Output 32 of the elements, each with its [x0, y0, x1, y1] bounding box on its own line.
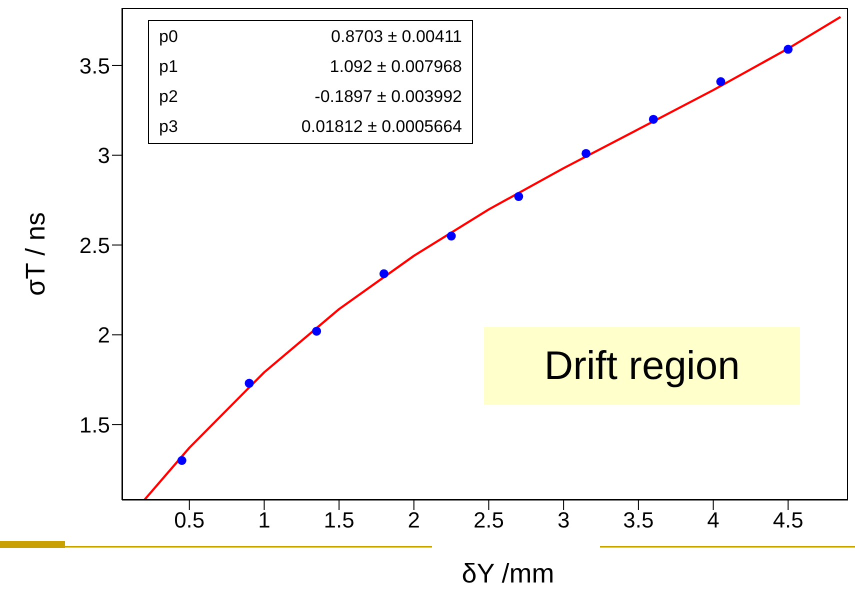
point: [784, 44, 793, 54]
point: [446, 232, 456, 241]
annotation: Drift region: [484, 327, 800, 405]
y-tick-label: 2.5: [79, 232, 110, 258]
point: [312, 326, 322, 336]
y-tick-label: 3.5: [79, 53, 110, 78]
point: [514, 192, 524, 202]
point: [716, 77, 726, 86]
point: [648, 114, 658, 124]
point: [177, 456, 186, 465]
point: [379, 269, 388, 278]
x-tick-label: 4: [707, 508, 720, 533]
x-tick-label: 2: [408, 508, 420, 533]
x-axis-title: δY /mm: [462, 558, 554, 590]
x-tick-label: 4.5: [772, 508, 804, 533]
x-tick-label: 0.5: [174, 508, 205, 533]
y-axis-title: σT / ns: [20, 212, 52, 296]
x-tick-label: 2.5: [473, 508, 504, 533]
x-tick-label: 1: [258, 508, 270, 533]
point: [582, 148, 591, 158]
line-series: [143, 16, 842, 500]
text: p1 1.092 ± 0.007968: [159, 57, 462, 76]
y-tick-label: 1.5: [79, 412, 110, 438]
text: p0 0.8703 ± 0.00411: [159, 27, 462, 46]
y-tick-label: 3: [98, 143, 110, 168]
y-tick-label: 2: [98, 322, 110, 348]
text: p2 -0.1897 ± 0.003992: [159, 87, 462, 106]
text: p3 0.01812 ± 0.0005664: [159, 117, 462, 136]
x-tick-label: 3: [557, 508, 570, 533]
x-tick-label: 3.5: [623, 508, 654, 533]
x-tick-label: 1.5: [324, 508, 354, 533]
point: [244, 378, 254, 388]
